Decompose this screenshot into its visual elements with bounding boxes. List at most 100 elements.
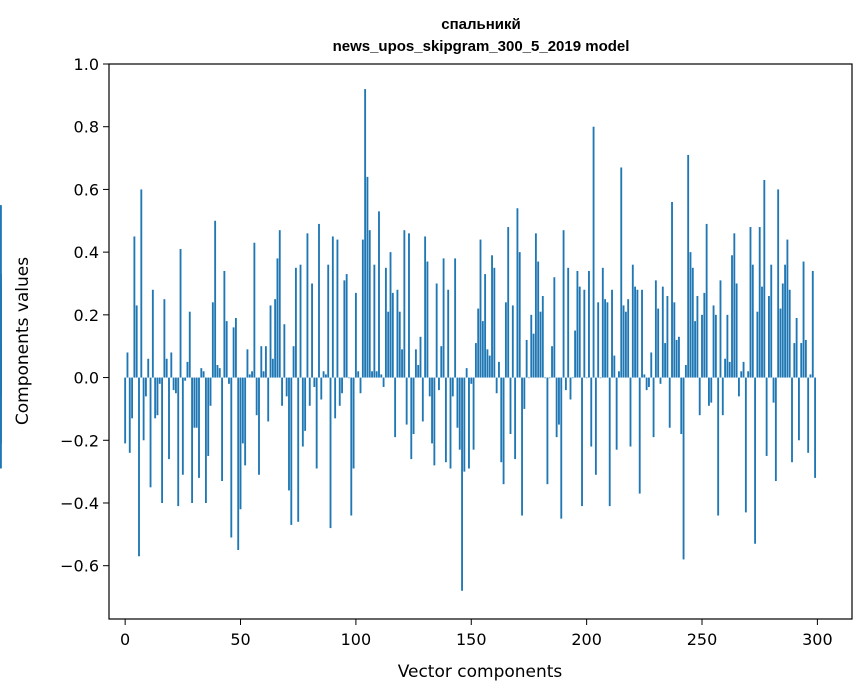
bar: [493, 267, 496, 378]
bar: [311, 283, 313, 378]
bar: [567, 267, 570, 378]
bar: [518, 252, 521, 378]
x-tick-label: 250: [687, 630, 718, 649]
bar: [216, 365, 219, 378]
bar: [608, 377, 611, 507]
bar: [373, 264, 376, 378]
bar: [131, 377, 133, 419]
bar: [548, 377, 551, 379]
bar: [738, 377, 740, 397]
bar: [345, 274, 348, 378]
bar: [410, 377, 413, 460]
bar: [431, 377, 433, 444]
bar: [223, 270, 226, 378]
bar: [798, 377, 800, 441]
bar: [726, 314, 729, 378]
y-tick-label: −0.2: [60, 431, 99, 450]
bar: [516, 208, 519, 378]
bar: [636, 289, 639, 378]
bar: [765, 377, 768, 456]
bar: [747, 371, 750, 378]
y-tick-label: 0.6: [74, 180, 99, 199]
bar: [126, 352, 129, 378]
bar: [218, 368, 221, 378]
bar: [322, 371, 325, 378]
bar: [680, 377, 683, 434]
bar: [541, 296, 544, 378]
bar: [230, 377, 233, 538]
bar: [671, 201, 673, 378]
bar: [721, 377, 724, 416]
bar: [255, 377, 258, 416]
y-tick-label: −0.6: [60, 557, 99, 576]
x-axis: 0 50 100 150 200 250 300: [120, 619, 833, 649]
y-tick-label: 1.0: [74, 55, 99, 74]
bar: [306, 233, 309, 378]
bar: [382, 377, 385, 387]
bar: [802, 261, 805, 378]
bar: [691, 267, 694, 378]
bar: [387, 311, 390, 378]
bar: [299, 264, 302, 378]
bar: [666, 296, 669, 378]
bar: [375, 371, 378, 378]
bar: [276, 258, 279, 378]
bar: [800, 343, 803, 378]
bar: [744, 377, 747, 513]
bar: [804, 339, 807, 378]
bar: [269, 305, 272, 378]
bar: [271, 358, 274, 378]
bar: [260, 346, 263, 378]
bar: [354, 292, 357, 378]
bar: [214, 220, 217, 378]
bar: [301, 377, 304, 447]
bar: [509, 377, 512, 434]
bar: [791, 377, 793, 463]
bar: [424, 236, 427, 378]
bar: [770, 264, 773, 378]
bar: [622, 305, 625, 378]
bar: [793, 343, 796, 378]
bar: [553, 277, 556, 378]
bar: [571, 377, 574, 379]
bar: [687, 154, 690, 378]
bar: [396, 289, 399, 378]
bar: [327, 264, 330, 378]
bar: [417, 365, 420, 378]
bar: [258, 377, 260, 475]
bar: [198, 377, 200, 478]
bar: [195, 377, 198, 428]
bar: [0, 205, 2, 378]
bar: [657, 308, 660, 378]
bar: [331, 236, 334, 378]
bar: [308, 377, 311, 406]
bar: [749, 227, 752, 378]
bar: [611, 289, 613, 378]
bar: [696, 296, 699, 378]
bar: [504, 302, 507, 378]
bar: [315, 377, 318, 469]
bar: [292, 346, 295, 378]
bar: [631, 264, 634, 378]
bar: [447, 289, 450, 378]
bar: [140, 189, 143, 378]
bar: [717, 377, 720, 516]
bar: [0, 377, 2, 469]
x-tick-label: 150: [456, 630, 487, 649]
bar: [147, 358, 150, 378]
bar: [486, 349, 489, 378]
bar: [151, 289, 154, 378]
bar: [461, 377, 463, 591]
bar: [521, 377, 523, 516]
bar: [278, 230, 281, 378]
bar: [371, 371, 373, 378]
bar: [465, 368, 468, 378]
bar: [251, 371, 253, 378]
bar: [449, 377, 452, 469]
bar: [246, 349, 249, 378]
bar: [523, 377, 526, 409]
bar: [634, 286, 637, 378]
bar: [193, 377, 196, 428]
bar: [472, 377, 475, 450]
bar: [638, 377, 641, 494]
